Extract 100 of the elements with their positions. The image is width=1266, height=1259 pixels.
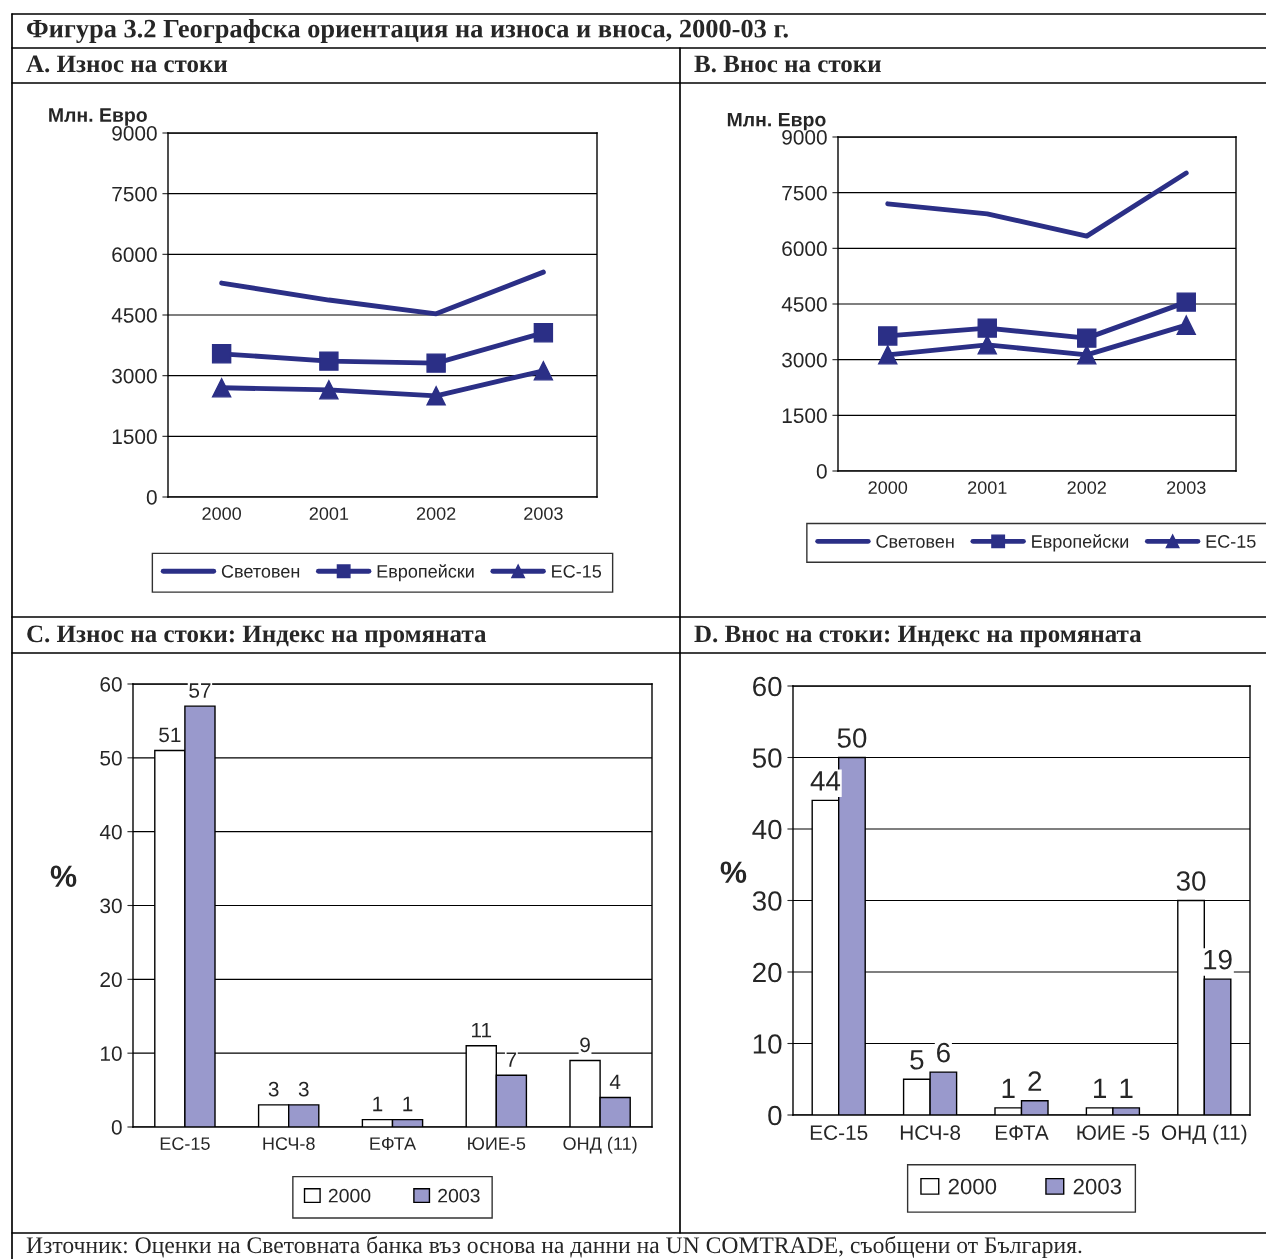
point <box>319 351 339 371</box>
legend-label: 2000 <box>948 1178 997 1195</box>
y-tick-label: 10 <box>753 1034 782 1054</box>
x-tick-label: НСЧ-8 <box>263 1137 315 1150</box>
y-tick-label: 0 <box>146 490 157 505</box>
y-tick-label: 6000 <box>782 241 827 257</box>
legend-label: Европейски <box>377 564 474 582</box>
text: Фигура 3.2 Географска ориентация на износа и вноса, 2000-03 г. <box>27 19 788 43</box>
y-tick-label: 10 <box>101 1046 122 1061</box>
data-label: 50 <box>837 728 867 748</box>
y-tick-label: 7500 <box>782 185 827 201</box>
point <box>533 361 554 381</box>
data-label: 5 <box>910 1050 924 1070</box>
chart-title: C. Износ на стоки: Индекс на промяната <box>27 625 487 648</box>
point <box>319 380 339 400</box>
y-tick-label: 20 <box>753 962 782 983</box>
legend-label: Световен <box>221 564 300 578</box>
x-tick-label: 2001 <box>309 507 349 520</box>
data-label: 11 <box>472 1022 492 1038</box>
y-tick-label: 1500 <box>112 429 157 445</box>
y-tick-label: 30 <box>100 898 122 914</box>
y-tick-label: 0 <box>768 1105 782 1126</box>
data-label: 3 <box>268 1081 279 1097</box>
x-tick-label: 2002 <box>416 507 456 520</box>
data-label: 9 <box>580 1037 590 1053</box>
point <box>1176 315 1196 335</box>
y-tick-label: 50 <box>100 750 122 766</box>
legend-label: ЕС-15 <box>552 564 602 578</box>
x-tick-label: ЕФТА <box>995 1125 1049 1140</box>
data-label: 6 <box>937 1042 950 1063</box>
x-tick-label: ЕС-15 <box>160 1137 210 1150</box>
legend-label: 2003 <box>438 1188 480 1203</box>
y-axis-title: Млн. Евро <box>727 112 826 131</box>
y-tick-label: 0 <box>816 464 827 479</box>
point <box>533 323 554 343</box>
y-axis-title: % <box>720 861 747 883</box>
legend-label: Европейски <box>1032 534 1129 552</box>
y-tick-label: 0 <box>111 1120 122 1135</box>
data-label: 19 <box>1204 949 1232 970</box>
point <box>211 378 232 398</box>
point <box>878 345 898 365</box>
data-label: 2 <box>1028 1071 1042 1091</box>
point <box>211 344 232 364</box>
y-tick-label: 1500 <box>782 408 827 424</box>
text: Източник: Оценки на Световната банка въз основа на данни на UN COMTRADE, съобщени от България. <box>26 1236 1082 1258</box>
data-label: 1 <box>1002 1078 1015 1098</box>
x-tick-label: ОНД (11) <box>1161 1124 1247 1145</box>
x-tick-label: ЕФТА <box>370 1137 417 1150</box>
x-tick-label: ЕС-15 <box>810 1125 868 1141</box>
y-tick-label: 9000 <box>112 126 157 141</box>
point <box>977 318 997 338</box>
x-tick-label: 2002 <box>1067 481 1106 494</box>
x-tick-label: ЮИЕ -5 <box>1077 1125 1150 1141</box>
x-tick-label: 2001 <box>968 481 1007 494</box>
y-tick-label: 9000 <box>782 130 827 145</box>
y-tick-label: 7500 <box>112 186 157 202</box>
chart-title: B. Внос на стоки <box>694 55 881 73</box>
line-series <box>885 170 1189 239</box>
point <box>426 353 446 373</box>
data-label: 4 <box>609 1074 621 1089</box>
data-label: 1 <box>373 1096 383 1112</box>
legend-label: Световен <box>876 535 954 548</box>
point <box>1077 345 1097 365</box>
y-tick-label: 4500 <box>111 308 157 323</box>
data-label: 51 <box>159 727 181 743</box>
point <box>1077 328 1097 348</box>
x-tick-label: НСЧ-8 <box>900 1125 961 1141</box>
data-label: 3 <box>298 1081 309 1097</box>
y-axis-title: % <box>50 865 77 888</box>
y-tick-label: 40 <box>99 824 122 840</box>
data-label: 7 <box>506 1052 517 1067</box>
y-tick-label: 3000 <box>112 368 157 384</box>
x-tick-label: 2000 <box>868 481 908 494</box>
data-label: 1 <box>1094 1078 1107 1098</box>
data-label: 30 <box>1176 871 1206 891</box>
x-tick-label: ОНД (11) <box>563 1136 637 1154</box>
y-tick-label: 6000 <box>112 247 157 263</box>
y-tick-label: 4500 <box>781 297 827 312</box>
data-label: 44 <box>810 771 841 791</box>
data-label: 57 <box>189 683 211 698</box>
y-tick-label: 60 <box>753 676 782 697</box>
y-axis-title: Млн. Евро <box>49 108 147 126</box>
x-tick-label: ЮИЕ-5 <box>468 1137 526 1150</box>
chart-title: A. Износ на стоки <box>26 55 228 73</box>
data-label: 1 <box>403 1096 413 1112</box>
x-tick-label: 2000 <box>202 507 241 520</box>
legend-label: 2000 <box>328 1188 371 1203</box>
x-tick-label: 2003 <box>1167 481 1206 494</box>
y-tick-label: 3000 <box>782 352 827 368</box>
line-series <box>219 269 546 317</box>
point <box>426 386 446 406</box>
point <box>878 326 898 346</box>
y-tick-label: 40 <box>752 819 782 840</box>
point <box>977 335 997 355</box>
y-tick-label: 50 <box>752 748 782 768</box>
chart-title: D. Внос на стоки: Индекс на промяната <box>694 625 1142 648</box>
legend-label: 2003 <box>1073 1178 1122 1195</box>
y-tick-label: 60 <box>100 677 122 692</box>
data-label: 1 <box>1120 1078 1133 1098</box>
point <box>1176 292 1196 312</box>
